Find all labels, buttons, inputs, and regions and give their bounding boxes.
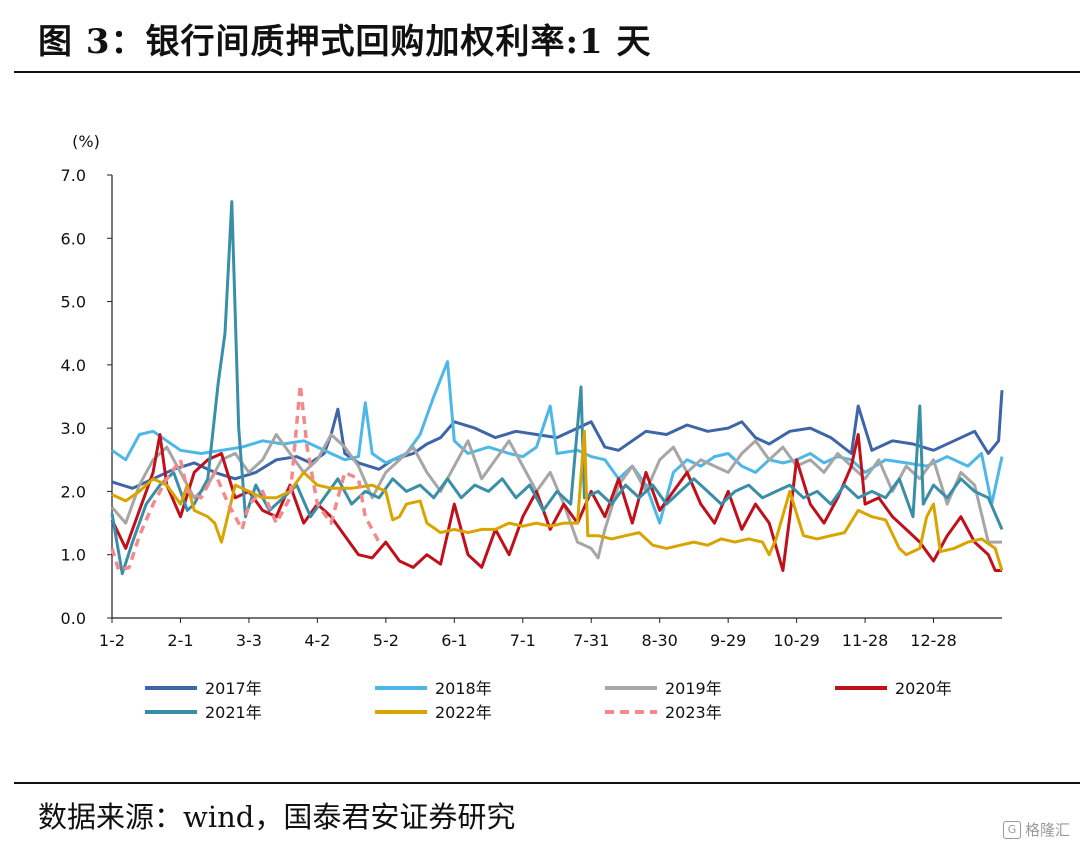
y-tick-label: 1.0 [61, 546, 86, 565]
legend-label: 2020年 [895, 679, 952, 698]
watermark: G 格隆汇 [1002, 819, 1070, 840]
y-axis-label: (%) [72, 132, 100, 151]
x-tick-label: 10-29 [773, 631, 820, 650]
watermark-text: 格隆汇 [1024, 821, 1070, 839]
y-tick-label: 7.0 [61, 166, 86, 185]
x-tick-label: 11-28 [842, 631, 889, 650]
figure-title: 图 3：银行间质押式回购加权利率:1 天 [38, 22, 652, 62]
x-tick-label: 7-1 [510, 631, 536, 650]
legend-label: 2021年 [205, 703, 262, 722]
x-tick-label: 7-31 [573, 631, 609, 650]
source-note: 数据来源：wind，国泰君安证券研究 [38, 800, 516, 834]
x-tick-label: 12-28 [910, 631, 957, 650]
x-tick-label: 2-1 [167, 631, 193, 650]
line-chart: (%) 0.0 1.0 2.0 3.0 4.0 5.0 6.0 7.0 1-2 2-1 3-3 4-… [61, 132, 1004, 722]
series-lines [110, 200, 1004, 576]
y-tick-label: 3.0 [61, 419, 86, 438]
y-tick-label: 6.0 [61, 229, 86, 248]
y-tick-label: 2.0 [61, 482, 86, 501]
x-tick-label: 5-2 [373, 631, 399, 650]
x-tick-labels: 1-2 2-1 3-3 4-2 5-2 6-1 7-1 7-31 8-30 9-29 10-29 11… [99, 618, 957, 650]
legend-label: 2018年 [435, 679, 492, 698]
legend: 2017年 2018年 2019年 2020年 2021年 2022年 2023年 [145, 679, 952, 722]
legend-label: 2019年 [665, 679, 722, 698]
series-line-2018年 [111, 360, 1004, 525]
series-line-2023年 [110, 383, 381, 573]
legend-label: 2022年 [435, 703, 492, 722]
x-tick-label: 4-2 [304, 631, 330, 650]
series-line-2021年 [110, 200, 1004, 576]
x-tick-label: 1-2 [99, 631, 125, 650]
axes [111, 175, 1002, 619]
gelonghui-logo-icon: G [1002, 820, 1021, 839]
x-tick-label: 8-30 [642, 631, 678, 650]
legend-label: 2023年 [665, 703, 722, 722]
x-tick-label: 9-29 [710, 631, 746, 650]
top-divider [14, 71, 1080, 73]
x-tick-label: 6-1 [441, 631, 467, 650]
x-tick-label: 3-3 [236, 631, 262, 650]
y-tick-labels: 0.0 1.0 2.0 3.0 4.0 5.0 6.0 7.0 [61, 166, 112, 628]
y-tick-label: 4.0 [61, 356, 86, 375]
bottom-divider [14, 782, 1080, 784]
series-line-2022年 [111, 429, 1004, 571]
legend-label: 2017年 [205, 679, 262, 698]
y-tick-label: 5.0 [61, 293, 86, 312]
y-tick-label: 0.0 [61, 609, 86, 628]
series-line-2020年 [110, 433, 1002, 572]
